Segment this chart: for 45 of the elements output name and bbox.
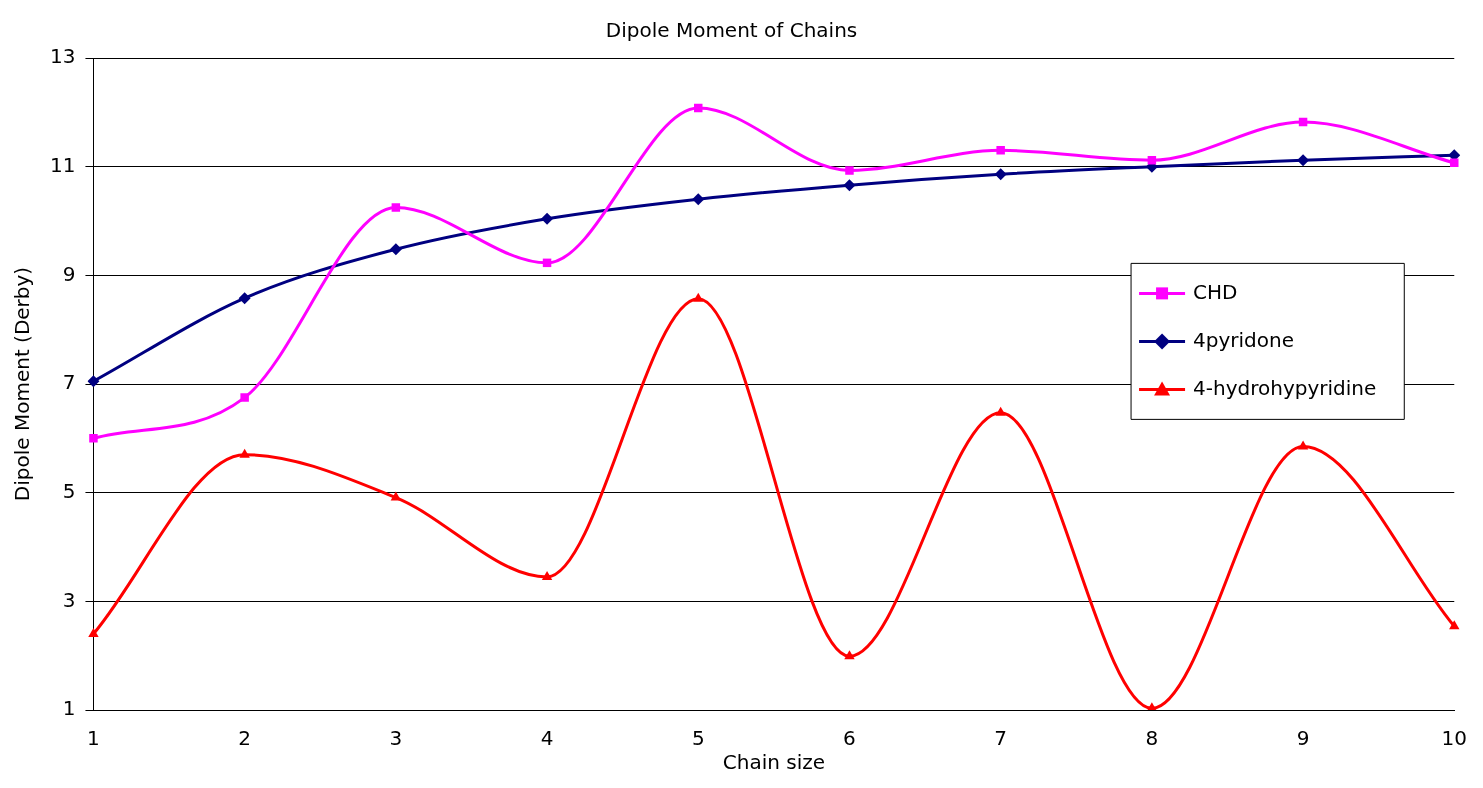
chart-title: Dipole Moment of Chains: [605, 18, 858, 43]
x-tick-label: 10: [1441, 726, 1467, 751]
legend-label: 4-hydrohypyridine: [1193, 375, 1377, 400]
y-tick-label: 9: [62, 261, 76, 286]
point: [996, 146, 1005, 155]
y-tick-label: 1: [62, 696, 76, 721]
x-tick-label: 8: [1145, 726, 1159, 751]
y-tick-label: 11: [50, 152, 76, 177]
x-tick-label: 5: [691, 726, 705, 751]
point: [692, 193, 705, 206]
point: [995, 406, 1006, 416]
point: [1449, 620, 1460, 630]
x-tick-label: 7: [994, 726, 1008, 751]
y-axis-title: Dipole Moment (Derby): [10, 266, 35, 502]
point: [239, 448, 250, 458]
point: [389, 243, 402, 256]
point: [391, 203, 401, 212]
x-tick-label: 1: [87, 726, 100, 751]
point: [845, 166, 854, 175]
x-tick-label: 9: [1296, 726, 1310, 751]
point: [694, 103, 703, 113]
x-tick-label: 3: [389, 726, 403, 751]
legend-label: 4pyridone: [1193, 327, 1295, 352]
y-tick-label: 13: [50, 44, 76, 69]
x-tick-label: 6: [843, 726, 856, 751]
y-tick-label: 5: [62, 478, 76, 503]
y-tick-label: 3: [62, 587, 76, 612]
point: [1450, 158, 1459, 168]
x-axis-title: Chain size: [722, 750, 825, 775]
point: [89, 434, 98, 443]
point: [541, 212, 554, 225]
point: [844, 650, 855, 660]
x-tick-label: 2: [238, 726, 252, 751]
point: [994, 168, 1007, 181]
point: [843, 179, 856, 192]
point: [238, 292, 251, 305]
y-tick-label: 7: [62, 370, 76, 395]
point: [693, 292, 704, 302]
point: [240, 393, 249, 402]
legend-label: CHD: [1193, 279, 1238, 304]
point: [1297, 154, 1310, 167]
point: [1297, 440, 1309, 450]
point: [88, 627, 99, 637]
x-tick-label: 4: [540, 726, 554, 751]
point: [541, 570, 553, 580]
